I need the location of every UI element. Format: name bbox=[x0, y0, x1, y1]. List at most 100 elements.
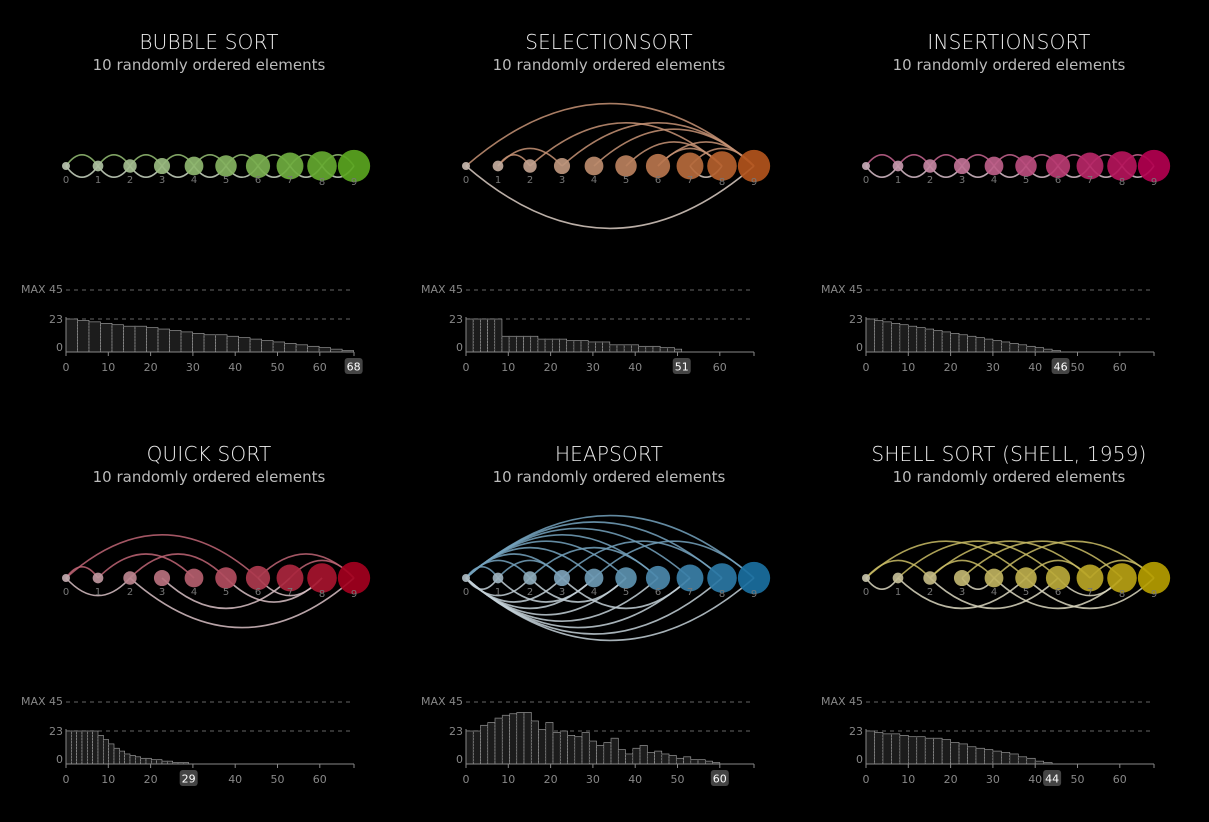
node-label: 4 bbox=[591, 587, 597, 598]
x-tick-label: 50 bbox=[271, 361, 285, 374]
histogram-bar bbox=[625, 753, 634, 765]
arc-path bbox=[129, 577, 355, 629]
histogram-bar bbox=[480, 724, 489, 765]
total-badge bbox=[710, 770, 729, 786]
node-label: 4 bbox=[991, 587, 997, 598]
histogram-bar bbox=[134, 325, 147, 353]
x-tick-label: 20 bbox=[144, 361, 158, 374]
histogram-bar bbox=[501, 714, 510, 765]
histogram-bar bbox=[487, 722, 496, 765]
histogram-bar bbox=[1026, 345, 1036, 353]
panel-quick-sort: QUICK SORT 10 randomly ordered elements … bbox=[9, 412, 409, 822]
node-circle bbox=[737, 561, 771, 595]
x-tick-label: 60 bbox=[1113, 773, 1127, 786]
max-label: MAX 45 bbox=[21, 695, 63, 708]
x-tick-label: 40 bbox=[1028, 361, 1042, 374]
arc-path bbox=[961, 540, 1123, 579]
node-circle bbox=[1076, 152, 1104, 180]
histogram-bar bbox=[551, 338, 560, 353]
node-circle bbox=[307, 151, 337, 181]
histogram-bar bbox=[882, 733, 892, 765]
histogram-bar bbox=[71, 730, 77, 765]
histogram-bar bbox=[215, 334, 228, 353]
histogram-bar bbox=[865, 730, 875, 765]
histogram-bar bbox=[1017, 756, 1028, 765]
node-label: 0 bbox=[463, 587, 469, 598]
histogram-bar bbox=[156, 759, 163, 765]
histogram-bar bbox=[111, 324, 124, 353]
y-tick-label: 0 bbox=[56, 753, 63, 766]
histogram-bar bbox=[992, 750, 1002, 765]
arcs-group bbox=[865, 540, 1155, 610]
x-tick-label: 20 bbox=[544, 361, 558, 374]
node-label: 7 bbox=[1087, 587, 1093, 598]
node-circle bbox=[153, 569, 171, 587]
node-circle bbox=[953, 569, 971, 587]
arc-path bbox=[529, 577, 627, 603]
histogram-bar bbox=[683, 756, 692, 765]
node-label: 9 bbox=[351, 177, 357, 188]
node-label: 3 bbox=[159, 175, 165, 186]
arc-path bbox=[65, 534, 259, 579]
panel-shell-sort: SHELL SORT (SHELL, 1959) 10 randomly ord… bbox=[809, 412, 1209, 822]
histogram-bar bbox=[632, 747, 641, 765]
total-label: 60 bbox=[713, 773, 727, 786]
histogram-bar bbox=[100, 323, 113, 353]
node-circle bbox=[92, 160, 104, 172]
max-label: MAX 45 bbox=[421, 283, 463, 296]
arc-path bbox=[865, 559, 931, 579]
node-label: 7 bbox=[1087, 175, 1093, 186]
histogram-bar bbox=[272, 341, 285, 353]
histogram-bar bbox=[566, 340, 575, 353]
histogram-bar bbox=[941, 331, 951, 353]
max-label: MAX 45 bbox=[821, 695, 863, 708]
x-tick-label: 60 bbox=[313, 361, 327, 374]
x-tick-label: 40 bbox=[228, 361, 242, 374]
node-label: 8 bbox=[319, 589, 325, 600]
x-tick-label: 40 bbox=[628, 361, 642, 374]
histogram-bar bbox=[958, 334, 968, 353]
histogram-bar bbox=[494, 318, 503, 353]
x-tick-label: 10 bbox=[901, 361, 915, 374]
x-tick-label: 10 bbox=[101, 773, 115, 786]
histogram-bar bbox=[307, 345, 320, 353]
node-circle bbox=[1015, 567, 1037, 589]
histogram-bar bbox=[472, 318, 481, 353]
node-label: 5 bbox=[623, 175, 629, 186]
node-circle bbox=[184, 156, 204, 176]
node-circle bbox=[276, 564, 304, 592]
histogram-group: MAX 45 23 00 10 20 30 40 50 60 bbox=[421, 695, 755, 786]
histogram-bar bbox=[203, 334, 216, 353]
node-label: 4 bbox=[191, 587, 197, 598]
histogram-bar bbox=[530, 335, 539, 353]
histogram-bar bbox=[295, 344, 308, 353]
histogram-bar bbox=[616, 344, 625, 353]
histogram-bar bbox=[1026, 757, 1036, 765]
x-tick-label: 30 bbox=[586, 361, 600, 374]
x-tick-label: 10 bbox=[501, 773, 515, 786]
node-circle bbox=[215, 567, 237, 589]
histogram-bar bbox=[865, 318, 875, 353]
x-tick-label: 10 bbox=[101, 361, 115, 374]
histogram-bar bbox=[617, 749, 626, 765]
histogram-bar bbox=[603, 742, 612, 765]
node-label: 5 bbox=[223, 587, 229, 598]
total-badge bbox=[179, 770, 198, 786]
histogram-bar bbox=[933, 737, 943, 765]
histogram-bar bbox=[984, 749, 994, 765]
histogram-bar bbox=[1009, 753, 1019, 765]
x-tick-label: 30 bbox=[186, 361, 200, 374]
x-tick-label: 0 bbox=[863, 361, 870, 374]
histogram-bar bbox=[668, 755, 677, 765]
max-label: MAX 45 bbox=[421, 695, 463, 708]
node-circle bbox=[153, 157, 171, 175]
x-tick-label: 0 bbox=[863, 773, 870, 786]
histogram-bar bbox=[882, 321, 892, 353]
histogram-bar bbox=[609, 344, 618, 353]
arc-path bbox=[529, 546, 659, 579]
histogram-bar bbox=[941, 739, 951, 765]
node-label: 0 bbox=[63, 175, 69, 186]
histogram-group: MAX 45 23 00 10 20 30 40 50 60 46 bbox=[821, 283, 1155, 374]
histogram-bar bbox=[667, 347, 675, 353]
